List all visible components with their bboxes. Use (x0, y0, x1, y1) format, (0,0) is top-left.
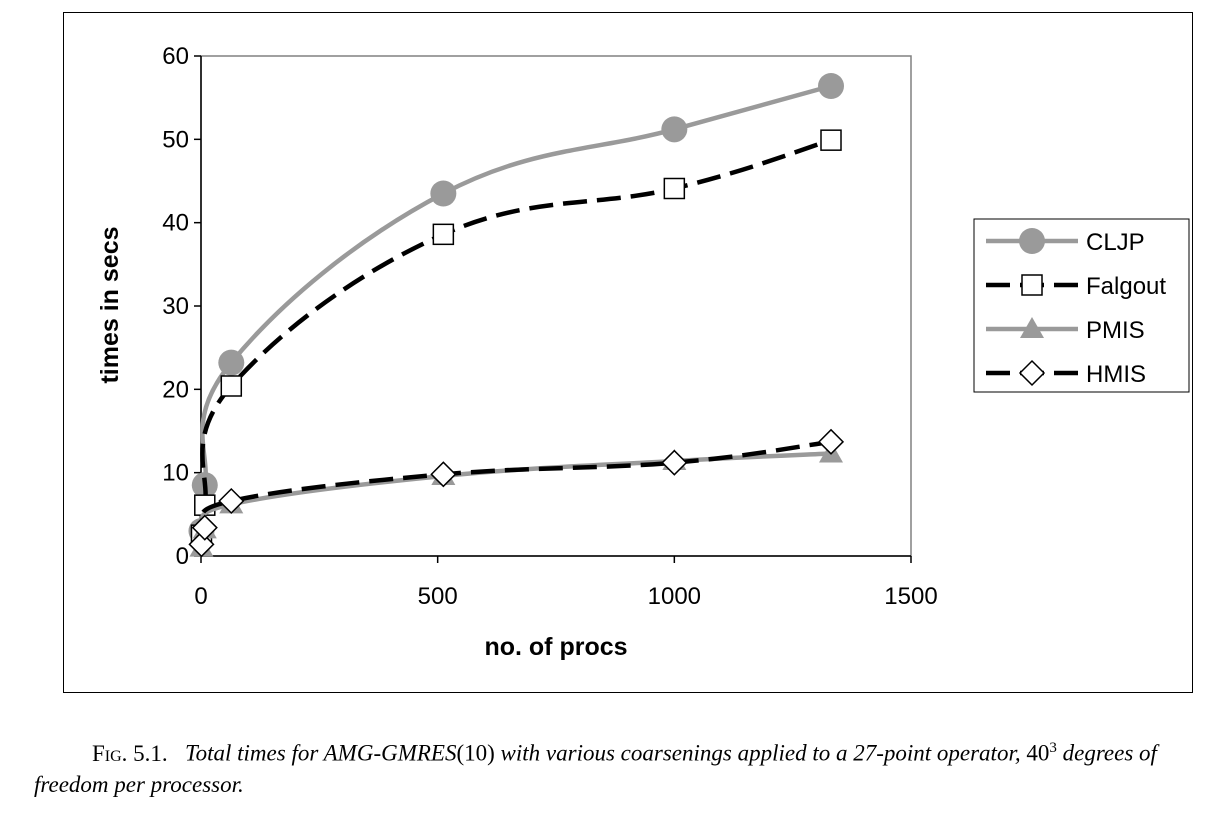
y-tick-label: 0 (176, 543, 189, 570)
legend-box (973, 218, 1190, 393)
legend: CLJP Falgout PMIS HMIS (973, 218, 1190, 393)
legend-marker-hmis (1018, 359, 1046, 387)
legend-entry-falgout: Falgout (986, 273, 1166, 300)
legend-label-hmis: HMIS (1086, 361, 1146, 388)
data-point-falgout (820, 129, 842, 151)
caption-text-2: with various coarsenings applied to a 27… (494, 740, 1027, 766)
data-point-falgout (432, 223, 455, 246)
caption-base: 40 (1026, 740, 1050, 766)
y-tick-label: 30 (162, 293, 189, 320)
data-point-falgout (220, 375, 243, 397)
y-tick-label: 50 (162, 126, 189, 153)
legend-label-pmis: PMIS (1086, 317, 1145, 344)
x-tick-label: 0 (194, 583, 207, 610)
x-axis-label: no. of procs (484, 633, 627, 661)
series-line-falgout (198, 138, 832, 536)
data-point-cljp (818, 73, 845, 99)
data-point-hmis (661, 449, 688, 476)
data-point-hmis (430, 461, 457, 488)
caption-text-3: degrees of freedom per processor. (34, 740, 1157, 797)
y-tick-label: 40 (162, 210, 189, 237)
caption-paren: (10) (456, 740, 495, 766)
legend-entry-pmis: PMIS (986, 317, 1145, 344)
data-point-falgout (663, 177, 686, 200)
x-tick-label: 500 (418, 583, 458, 610)
figure-caption: Fig. 5.1. Total times for AMG-GMRES(10) … (34, 733, 1214, 800)
legend-entry-cljp: CLJP (986, 228, 1145, 256)
series-hmis (188, 428, 845, 558)
data-point-hmis (817, 428, 845, 455)
plot-area (200, 55, 912, 557)
chart-frame: 0 10 20 30 40 50 60 0 500 1000 1500 no. of procs t… (63, 12, 1193, 693)
legend-label-cljp: CLJP (1086, 229, 1145, 256)
data-point-cljp (430, 180, 457, 207)
y-tick-label: 20 (162, 376, 189, 403)
data-point-hmis (188, 531, 215, 558)
data-point-cljp (218, 349, 245, 376)
legend-marker-cljp (1019, 228, 1045, 254)
legend-entry-hmis: HMIS (986, 359, 1146, 388)
data-point-cljp (661, 116, 688, 143)
series-line-cljp (198, 83, 832, 532)
legend-marker-pmis (1020, 317, 1044, 338)
series-cljp (188, 73, 845, 544)
y-tick-label: 60 (162, 43, 189, 70)
caption-exponent: 3 (1049, 740, 1057, 756)
line-chart: 0 10 20 30 40 50 60 0 500 1000 1500 no. of procs t… (96, 43, 1190, 661)
x-tick-label: 1000 (648, 583, 701, 610)
legend-marker-falgout (1021, 274, 1043, 296)
data-point-hmis (191, 514, 218, 541)
legend-label-falgout: Falgout (1086, 273, 1166, 300)
caption-text-1: Total times for AMG-GMRES (184, 740, 457, 766)
y-tick-label: 10 (162, 460, 189, 487)
data-point-hmis (218, 487, 245, 515)
caption-label: Fig. 5.1. (92, 740, 168, 766)
x-tick-label: 1500 (884, 583, 937, 610)
y-axis-label: times in secs (96, 226, 124, 383)
